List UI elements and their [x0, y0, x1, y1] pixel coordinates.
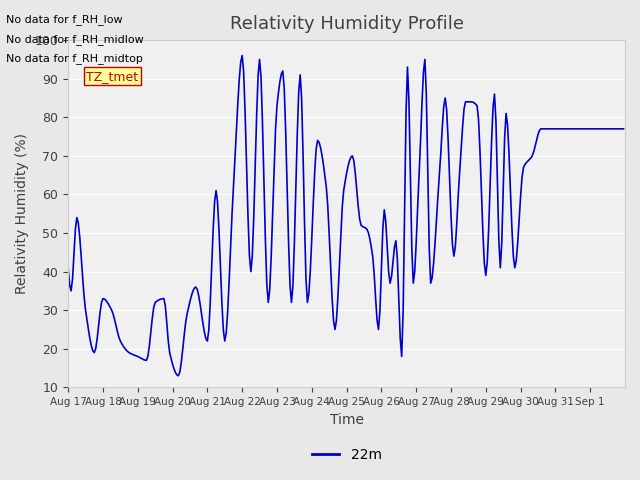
Y-axis label: Relativity Humidity (%): Relativity Humidity (%) [15, 133, 29, 294]
Text: No data for f_RH_midtop: No data for f_RH_midtop [6, 53, 143, 64]
Text: TZ_tmet: TZ_tmet [86, 70, 138, 83]
X-axis label: Time: Time [330, 413, 364, 427]
Legend: 22m: 22m [306, 442, 387, 467]
Title: Relativity Humidity Profile: Relativity Humidity Profile [230, 15, 463, 33]
Text: No data for f_RH_low: No data for f_RH_low [6, 14, 123, 25]
Text: No data for f_RH_midlow: No data for f_RH_midlow [6, 34, 144, 45]
